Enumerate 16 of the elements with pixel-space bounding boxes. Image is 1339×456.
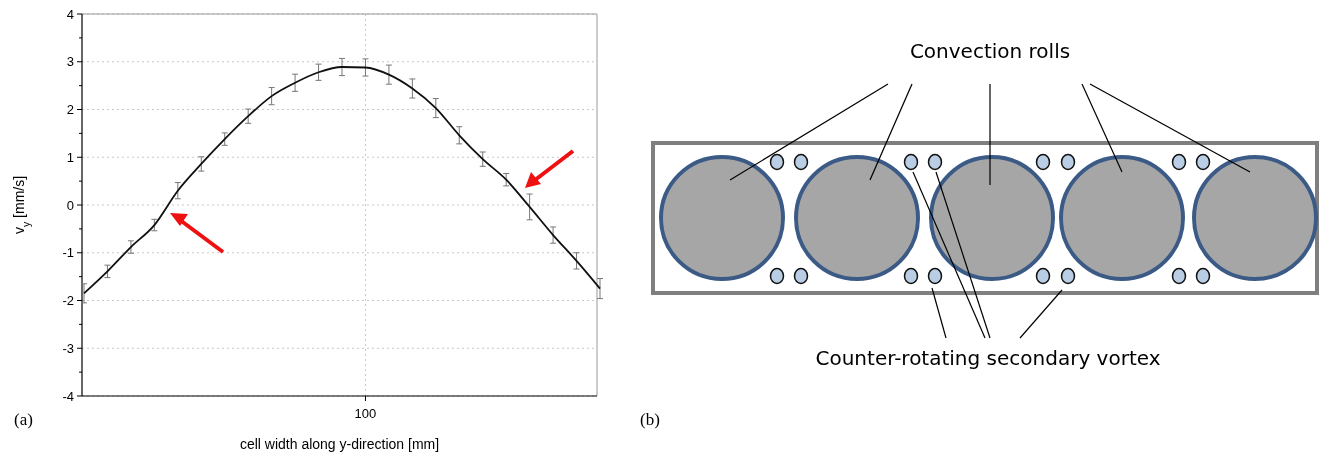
line-series [83,66,601,295]
y-tick-label: 2 [66,102,74,118]
y-tick-label: -3 [62,340,74,356]
y-tick-label: -1 [62,245,74,261]
x-axis-title: cell width along y-direction [mm] [239,436,440,452]
text: Convection rolls [909,39,1071,63]
y-tick-label: 4 [66,6,74,22]
text: (b) [640,410,660,429]
y-tick-label: 3 [66,54,74,70]
y-tick-label: -2 [62,293,74,309]
x-tick-label: 100 [354,406,377,421]
text: (a) [14,410,33,429]
y-tick-label: -4 [62,388,74,404]
text: Counter-rotating secondary vortex [815,346,1161,370]
y-tick-label: 1 [66,149,74,165]
y-tick-label: 0 [66,197,74,213]
